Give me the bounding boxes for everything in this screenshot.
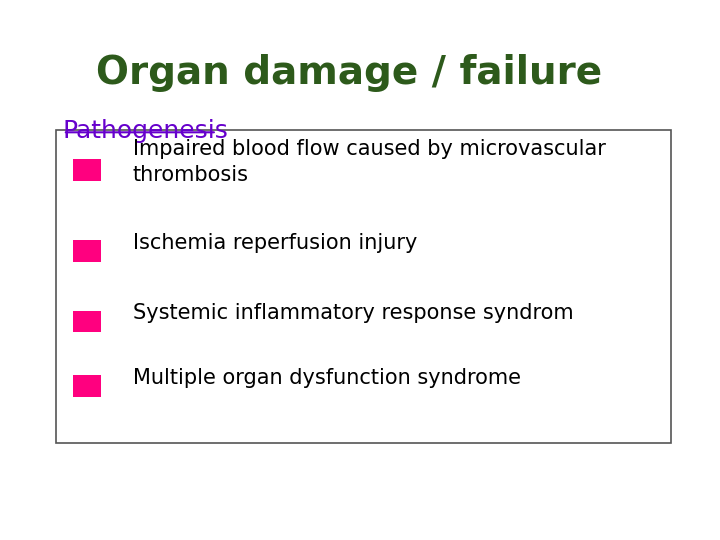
Text: Multiple organ dysfunction syndrome: Multiple organ dysfunction syndrome — [132, 368, 521, 388]
Text: Systemic inflammatory response syndrom: Systemic inflammatory response syndrom — [132, 303, 573, 323]
Text: Ischemia reperfusion injury: Ischemia reperfusion injury — [132, 233, 417, 253]
FancyBboxPatch shape — [73, 375, 102, 397]
Text: Organ damage / failure: Organ damage / failure — [96, 54, 603, 92]
FancyBboxPatch shape — [73, 240, 102, 262]
Text: Impaired blood flow caused by microvascular
thrombosis: Impaired blood flow caused by microvascu… — [132, 139, 606, 185]
FancyBboxPatch shape — [73, 159, 102, 181]
FancyBboxPatch shape — [73, 310, 102, 332]
Text: Pathogenesis: Pathogenesis — [63, 119, 229, 143]
